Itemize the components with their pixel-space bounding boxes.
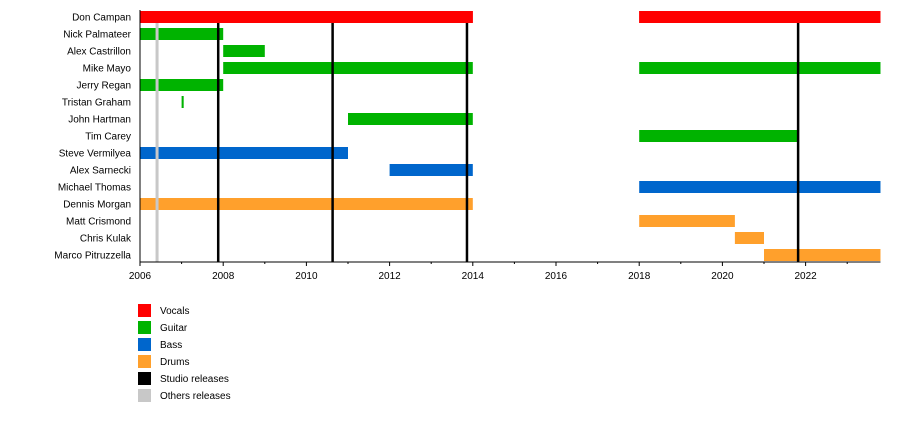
member-bar-guitar — [181, 96, 184, 108]
member-label: Alex Sarnecki — [70, 166, 131, 177]
member-label: Michael Thomas — [58, 183, 131, 194]
member-bar-overlay — [223, 45, 265, 57]
member-bar-guitar — [348, 113, 473, 125]
member-bar-overlay — [764, 249, 880, 261]
member-bar-overlay — [639, 215, 735, 227]
member-bar-guitar — [140, 79, 224, 91]
legend-label: Studio releases — [160, 374, 229, 385]
legend-swatch — [138, 389, 151, 402]
member-bar-drums — [734, 232, 764, 244]
member-bar-bass — [639, 181, 881, 193]
legend-label: Guitar — [160, 323, 188, 334]
member-bar-drums — [764, 249, 881, 261]
member-bar-overlay — [639, 181, 880, 193]
x-tick-label: 2018 — [628, 271, 651, 282]
legend-label: Drums — [160, 357, 189, 368]
x-tick-label: 2016 — [545, 271, 568, 282]
member-label: Alex Castrillon — [67, 47, 131, 58]
member-bar-overlay — [735, 232, 764, 244]
member-label: Marco Pitruzzella — [54, 251, 131, 262]
member-label: Tristan Graham — [62, 98, 131, 109]
legend-swatch — [138, 355, 151, 368]
member-bar-overlay — [390, 164, 473, 176]
member-bar-overlay — [140, 79, 223, 91]
legend-label: Others releases — [160, 391, 231, 402]
member-bar-overlay — [140, 198, 473, 210]
member-bar-overlay — [639, 11, 881, 23]
member-label: Nick Palmateer — [63, 30, 131, 41]
legend-swatch — [138, 338, 151, 351]
member-label: Chris Kulak — [80, 234, 132, 245]
x-tick-label: 2014 — [462, 271, 485, 282]
member-bar-overlay — [140, 11, 473, 23]
member-bar-overlay — [140, 28, 223, 40]
member-bar-drums — [639, 215, 735, 227]
member-bar-overlay — [639, 62, 880, 74]
member-bar-bass — [140, 147, 348, 159]
member-label: Tim Carey — [85, 132, 131, 143]
member-bar-drums — [140, 198, 473, 210]
member-bar-bass — [389, 164, 473, 176]
member-bar-overlay — [223, 62, 473, 74]
x-tick-label: 2022 — [794, 271, 817, 282]
x-tick-label: 2020 — [711, 271, 734, 282]
member-label: John Hartman — [68, 115, 131, 126]
member-bar-guitar — [223, 45, 265, 57]
member-label: Matt Crismond — [66, 217, 131, 228]
member-bar-guitar — [639, 62, 881, 74]
member-label: Mike Mayo — [83, 64, 132, 75]
member-label: Steve Vermilyea — [59, 149, 132, 160]
member-bar-guitar — [223, 62, 473, 74]
member-bar-overlay — [639, 130, 797, 142]
member-bar-overlay — [182, 96, 184, 108]
x-tick-label: 2012 — [378, 271, 401, 282]
legend-swatch — [138, 372, 151, 385]
x-tick-label: 2008 — [212, 271, 235, 282]
member-label: Don Campan — [72, 13, 131, 24]
member-bar-overlay — [348, 113, 473, 125]
member-label: Jerry Regan — [77, 81, 131, 92]
member-bar-guitar — [639, 130, 798, 142]
legend-swatch — [138, 304, 151, 317]
member-bar-overlay — [140, 147, 348, 159]
x-tick-label: 2010 — [295, 271, 318, 282]
legend-label: Bass — [160, 340, 182, 351]
member-label: Dennis Morgan — [63, 200, 131, 211]
legend-label: Vocals — [160, 306, 189, 317]
legend-swatch — [138, 321, 151, 334]
member-bar-guitar — [140, 28, 224, 40]
x-tick-label: 2006 — [129, 271, 152, 282]
